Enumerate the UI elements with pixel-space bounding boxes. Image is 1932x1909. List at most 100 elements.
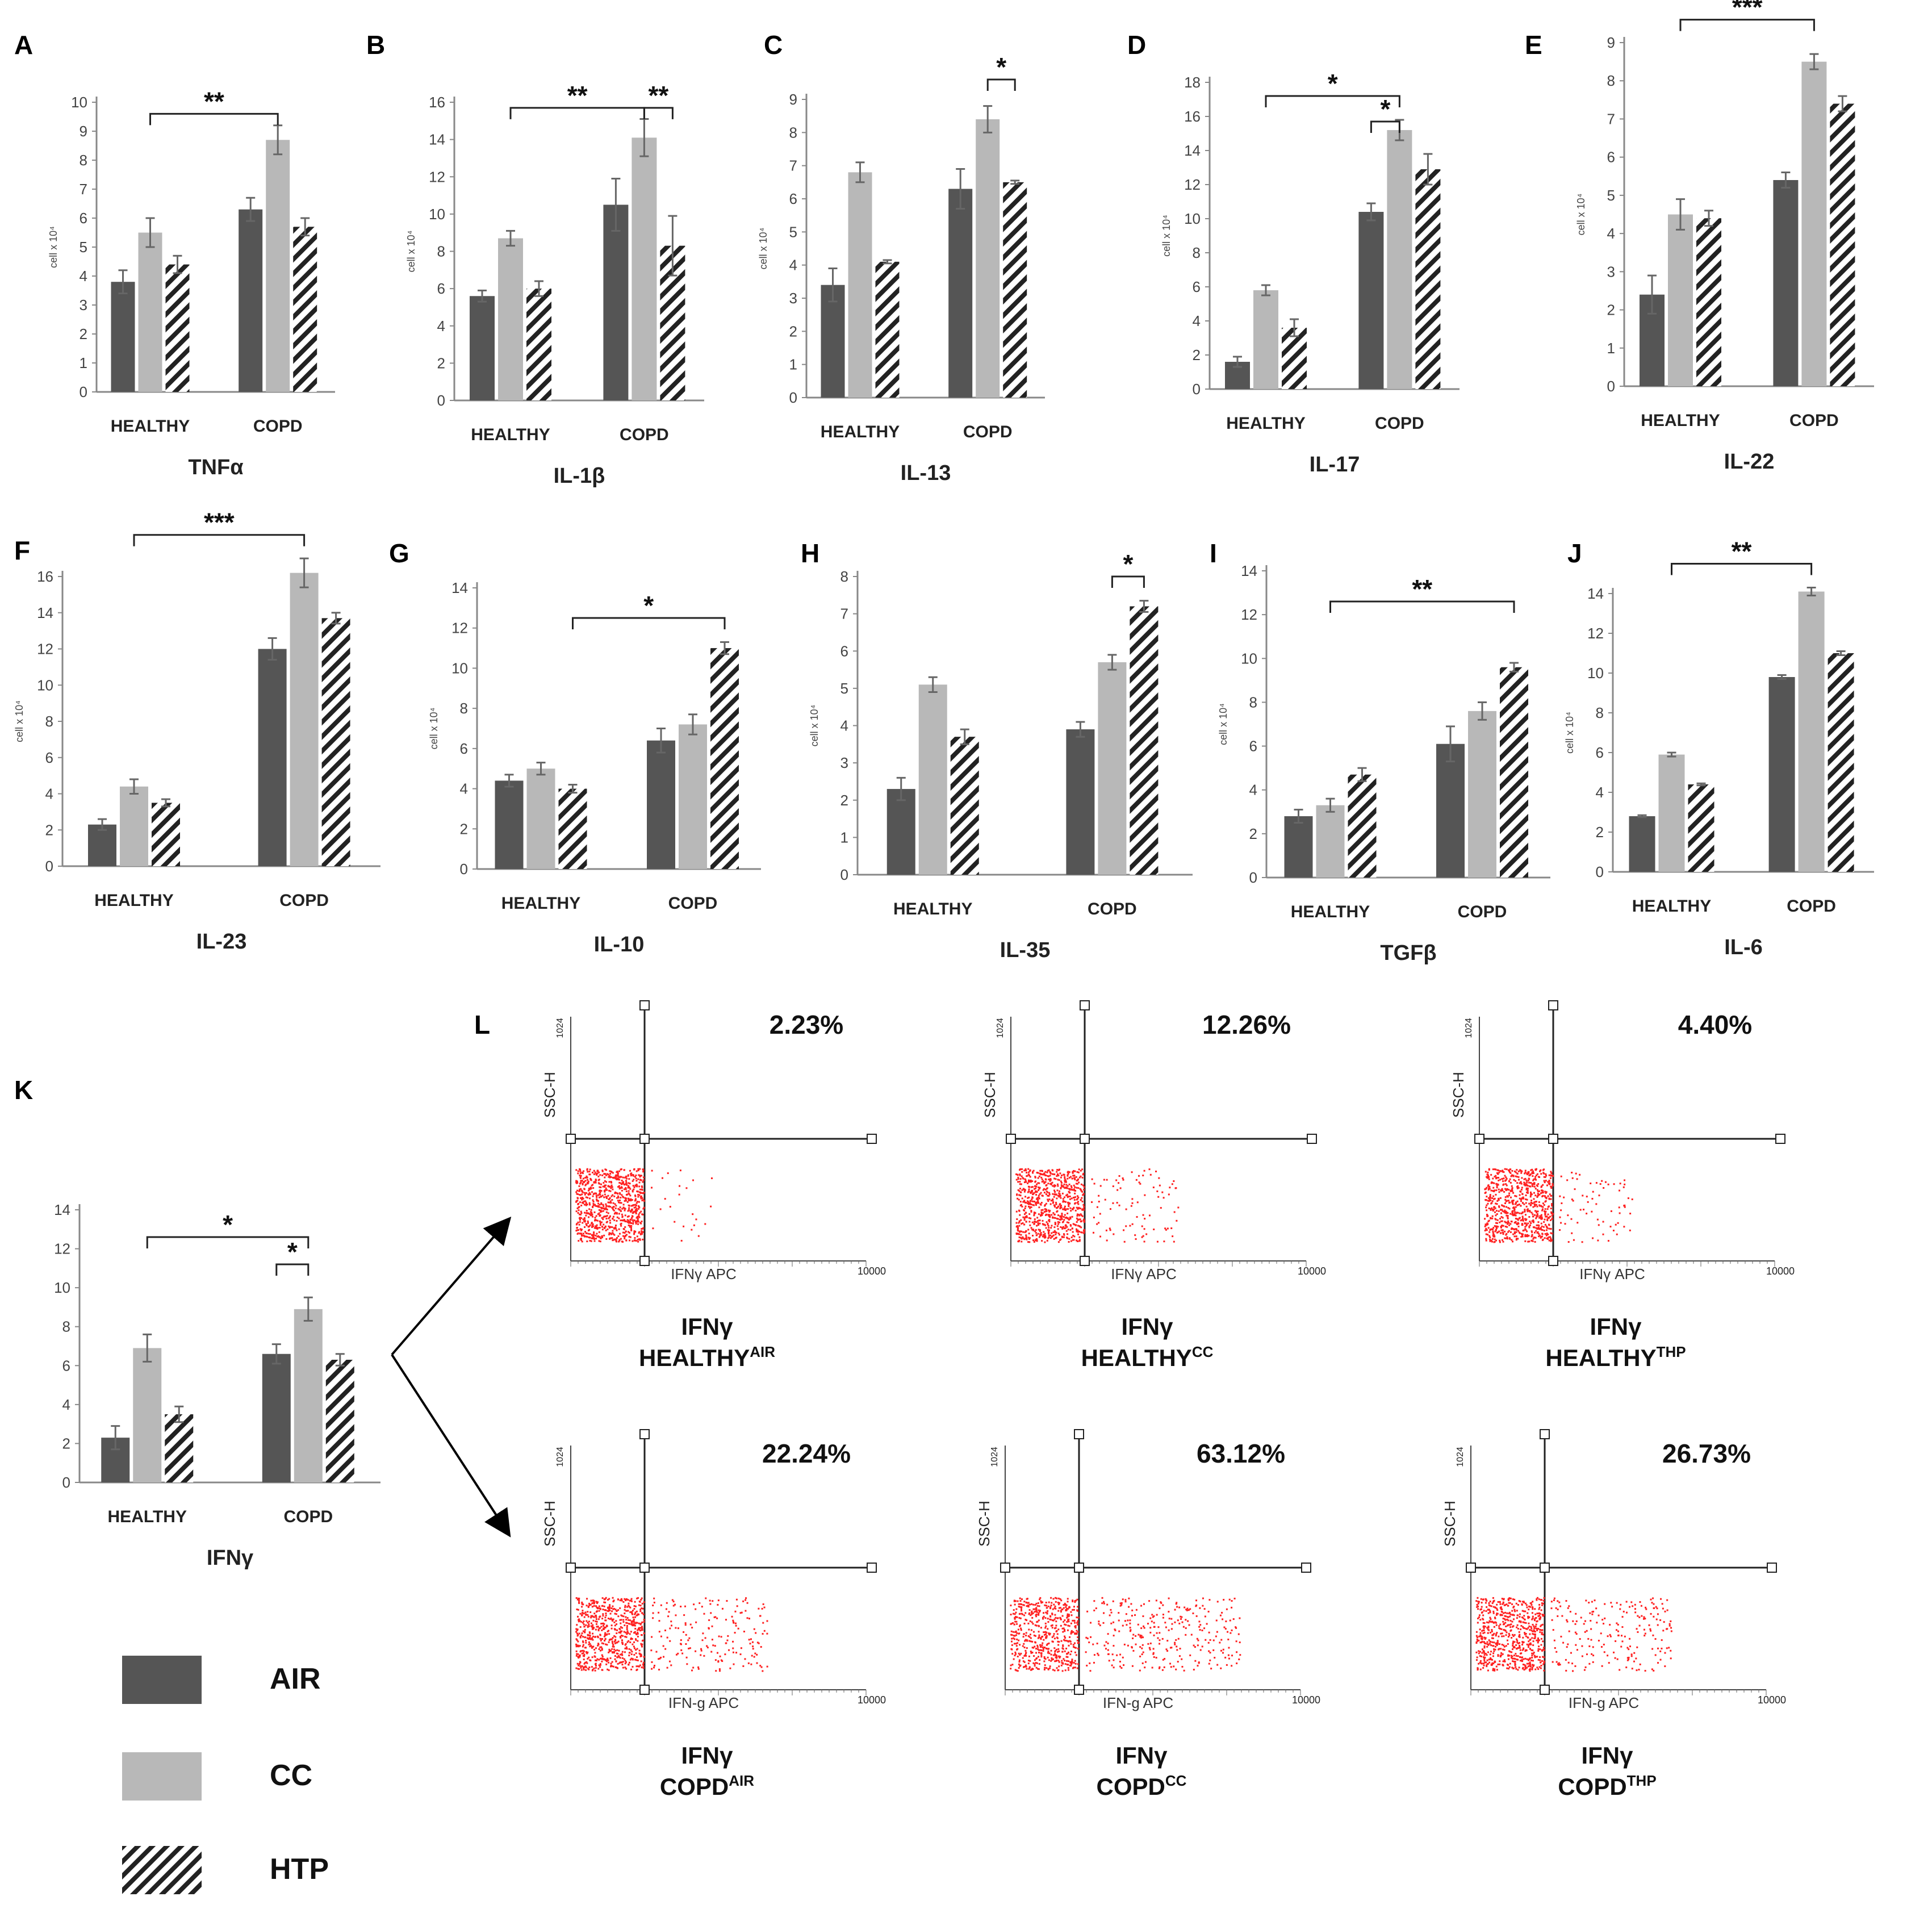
chart-title: IL-10 bbox=[594, 933, 645, 956]
chart-title: IL-17 bbox=[1310, 453, 1360, 477]
category-label-copd: COPD bbox=[1375, 414, 1424, 433]
arrow-to-healthy-flow bbox=[391, 1216, 512, 1356]
category-label-copd: COPD bbox=[283, 1507, 333, 1526]
flow-y-max-tick: 1024 bbox=[1456, 1447, 1465, 1467]
y-tick-label: 1 bbox=[840, 829, 848, 846]
flow-x-label: IFN-g APC bbox=[1103, 1694, 1173, 1711]
y-axis-label: cell x 10⁴ bbox=[809, 705, 820, 747]
panel-label: I bbox=[1210, 538, 1217, 568]
bar-cc-healthy bbox=[120, 786, 148, 866]
flow-x-label: IFN-g APC bbox=[1569, 1694, 1639, 1711]
category-label-healthy: HEALTHY bbox=[108, 1507, 187, 1526]
y-tick-label: 12 bbox=[54, 1240, 70, 1258]
bar-cc-healthy bbox=[133, 1348, 162, 1482]
flow-x-label: IFNγ APC bbox=[1111, 1265, 1177, 1283]
chart-title: TGFβ bbox=[1380, 941, 1436, 965]
category-label-copd: COPD bbox=[1458, 903, 1507, 921]
flow-gate-handle bbox=[639, 1563, 650, 1573]
y-tick-label: 2 bbox=[1249, 825, 1257, 842]
panel-label: G bbox=[389, 538, 409, 568]
bar-air-healthy bbox=[821, 285, 845, 398]
category-label-copd: COPD bbox=[279, 891, 329, 910]
bar-htp-copd bbox=[1003, 182, 1027, 398]
significance-bracket bbox=[1679, 19, 1815, 31]
category-label-copd: COPD bbox=[1789, 411, 1839, 430]
significance-label: ** bbox=[1412, 574, 1432, 604]
significance-label: ** bbox=[567, 81, 588, 110]
y-tick-label: 4 bbox=[45, 786, 53, 803]
y-tick-label: 8 bbox=[45, 713, 53, 730]
chart-title: IL-1β bbox=[554, 464, 605, 488]
bar-air-healthy bbox=[1629, 816, 1655, 872]
significance-label: *** bbox=[204, 508, 235, 537]
y-tick-label: 4 bbox=[62, 1396, 70, 1413]
bar-cc-copd bbox=[632, 137, 657, 400]
significance-bracket bbox=[1370, 120, 1400, 133]
bar-htp-copd bbox=[293, 227, 317, 392]
y-tick-label: 8 bbox=[1249, 694, 1257, 711]
chart-panel-j: J 0 2 4 6 8 10 12 14 cell x 10⁴ HEALTHY COPD IL-6 ** bbox=[1564, 537, 1874, 959]
significance-label: ** bbox=[648, 81, 668, 110]
bar-air-healthy bbox=[886, 789, 915, 875]
y-tick-label: 2 bbox=[460, 820, 468, 837]
flow-gate-handle bbox=[639, 1134, 650, 1144]
flow-y-label: SSC-H bbox=[1441, 1501, 1458, 1547]
bar-cc-healthy bbox=[138, 232, 162, 392]
y-tick-label: 12 bbox=[1184, 176, 1201, 193]
y-tick-label: 1 bbox=[789, 356, 797, 373]
y-axis-label: cell x 10⁴ bbox=[405, 231, 417, 273]
y-tick-label: 0 bbox=[1249, 869, 1257, 886]
significance-bracket bbox=[1265, 95, 1400, 107]
panel-label: E bbox=[1525, 30, 1542, 60]
flow-caption-title: IFNγ bbox=[1121, 1313, 1173, 1340]
flow-x-max-tick: 10000 bbox=[1298, 1265, 1326, 1277]
y-tick-label: 6 bbox=[62, 1357, 70, 1374]
chart-panel-d: D 0 2 4 6 8 10 12 14 16 18 cell x 10⁴ HEALTHY COPD IL-… bbox=[1127, 30, 1460, 477]
y-tick-label: 0 bbox=[437, 392, 445, 409]
bar-cc-copd bbox=[290, 573, 319, 866]
y-tick-label: 2 bbox=[1596, 824, 1604, 841]
y-tick-label: 5 bbox=[840, 680, 848, 697]
bar-cc-copd bbox=[1098, 662, 1127, 875]
y-tick-label: 0 bbox=[62, 1474, 70, 1491]
y-tick-label: 0 bbox=[1596, 863, 1604, 880]
bar-htp-copd bbox=[1830, 103, 1855, 387]
bar-cc-copd bbox=[294, 1309, 323, 1482]
flow-gate-handle bbox=[1074, 1685, 1084, 1695]
significance-bracket bbox=[1111, 575, 1145, 588]
y-tick-label: 12 bbox=[451, 620, 468, 637]
significance-bracket bbox=[275, 1263, 310, 1276]
bar-air-healthy bbox=[470, 296, 495, 400]
flow-plot-healthy-cc: 1024 SSC-H 10000 IFNγ APC 12.26% IFNγ HEALTHYC… bbox=[981, 1000, 1326, 1371]
category-label-healthy: HEALTHY bbox=[94, 891, 173, 910]
bar-cc-healthy bbox=[848, 172, 872, 398]
flow-gate-handle bbox=[1540, 1563, 1550, 1573]
bar-air-healthy bbox=[111, 282, 135, 392]
bar-air-copd bbox=[1768, 677, 1795, 872]
bar-air-copd bbox=[603, 204, 629, 400]
y-tick-label: 14 bbox=[451, 579, 468, 596]
y-tick-label: 6 bbox=[1193, 278, 1201, 295]
y-tick-label: 14 bbox=[429, 131, 445, 148]
chart-panel-c: C 0 1 2 3 4 5 6 7 8 9 cell x 10⁴ HEALTHY COPD IL-13 * bbox=[758, 30, 1045, 485]
flow-gate-handle bbox=[867, 1134, 877, 1144]
category-label-healthy: HEALTHY bbox=[471, 425, 550, 444]
flow-percentage: 26.73% bbox=[1662, 1439, 1751, 1468]
y-tick-label: 6 bbox=[460, 740, 468, 757]
y-tick-label: 5 bbox=[789, 223, 797, 240]
bar-htp-healthy bbox=[1696, 218, 1721, 386]
flow-caption-title: IFNγ bbox=[1581, 1742, 1633, 1769]
y-tick-label: 4 bbox=[1193, 312, 1201, 329]
flow-gate-handle bbox=[1540, 1429, 1550, 1439]
flow-dots bbox=[575, 1597, 768, 1672]
y-tick-label: 4 bbox=[840, 717, 848, 734]
flow-gate-handle bbox=[1080, 1256, 1090, 1266]
flow-gate-handle bbox=[639, 1429, 650, 1439]
y-axis-label: cell x 10⁴ bbox=[14, 700, 25, 742]
panel-label: B bbox=[366, 30, 385, 60]
category-label-healthy: HEALTHY bbox=[1632, 897, 1711, 916]
flow-x-max-tick: 10000 bbox=[1766, 1265, 1795, 1277]
bar-air-healthy bbox=[495, 780, 524, 869]
y-tick-label: 2 bbox=[840, 792, 848, 809]
y-tick-label: 0 bbox=[1193, 381, 1201, 398]
